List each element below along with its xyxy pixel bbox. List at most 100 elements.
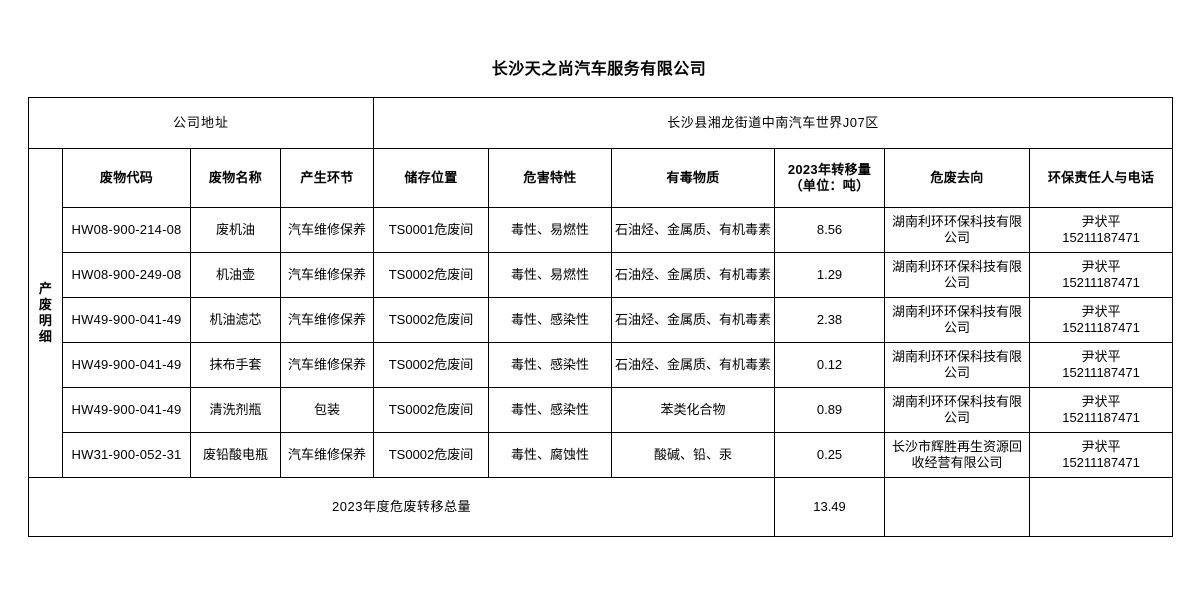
person-phone: 15211187471 [1062,320,1140,335]
cell-waste-code: HW49-900-041-49 [62,342,191,388]
person-name: 尹状平 [1081,394,1121,409]
total-amount: 13.49 [774,477,886,537]
column-header-destination: 危废去向 [884,148,1031,208]
column-header-waste-code: 废物代码 [62,148,191,208]
transfer-amount-title: 2023年转移量 [787,162,872,177]
cell-storage-location: TS0002危废间 [373,297,490,343]
hazardous-waste-table-container: 公司地址 长沙县湘龙街道中南汽车世界J07区 产 废 明 细 废物代码 废物名称 [27,97,1174,537]
cell-responsible-person: 尹状平 15211187471 [1029,297,1174,343]
cell-storage-location: TS0002危废间 [373,432,490,478]
cell-generation-stage: 汽车维修保养 [279,207,375,253]
section-label-char-2: 废 [38,297,53,312]
cell-hazard-property: 毒性、腐蚀性 [488,432,613,478]
company-address-value: 长沙县湘龙街道中南汽车世界J07区 [373,97,1174,149]
column-header-transfer-amount: 2023年转移量 （单位：吨） [774,148,886,208]
cell-toxic-substance: 石油烃、金属质、有机毒素 [611,342,776,388]
cell-waste-name: 机油滤芯 [190,297,281,343]
column-header-toxic-substance: 有毒物质 [611,148,776,208]
cell-storage-location: TS0002危废间 [373,252,490,298]
cell-storage-location: TS0002危废间 [373,387,490,433]
column-header-waste-name: 废物名称 [190,148,281,208]
cell-responsible-person: 尹状平 15211187471 [1029,387,1174,433]
cell-storage-location: TS0002危废间 [373,342,490,388]
person-name: 尹状平 [1081,259,1121,274]
column-header-storage-location: 储存位置 [373,148,490,208]
cell-responsible-person: 尹状平 15211187471 [1029,342,1174,388]
hazardous-waste-table: 公司地址 长沙县湘龙街道中南汽车世界J07区 产 废 明 细 废物代码 废物名称 [27,97,1174,537]
person-name: 尹状平 [1081,214,1121,229]
cell-waste-name: 清洗剂瓶 [190,387,281,433]
page-title: 长沙天之尚汽车服务有限公司 [491,61,707,78]
cell-destination: 湖南利环环保科技有限公司 [884,297,1031,343]
cell-destination: 湖南利环环保科技有限公司 [884,387,1031,433]
cell-waste-name: 废铅酸电瓶 [190,432,281,478]
cell-transfer-amount: 0.89 [774,387,886,433]
cell-responsible-person: 尹状平 15211187471 [1029,432,1174,478]
cell-waste-code: HW08-900-249-08 [62,252,191,298]
total-label: 2023年度危废转移总量 [27,477,776,537]
total-row: 2023年度危废转移总量 13.49 [27,477,1174,537]
company-address-label: 公司地址 [27,97,375,149]
cell-responsible-person: 尹状平 15211187471 [1029,207,1174,253]
cell-responsible-person: 尹状平 15211187471 [1029,252,1174,298]
table-row: HW08-900-214-08 废机油 汽车维修保养 TS0001危废间 毒性、… [29,207,1174,253]
person-phone: 15211187471 [1062,230,1140,245]
cell-toxic-substance: 石油烃、金属质、有机毒素 [611,207,776,253]
cell-toxic-substance: 苯类化合物 [611,387,776,433]
cell-generation-stage: 包装 [279,387,375,433]
cell-toxic-substance: 石油烃、金属质、有机毒素 [611,252,776,298]
person-name: 尹状平 [1081,349,1121,364]
cell-waste-name: 废机油 [190,207,281,253]
table-row: HW49-900-041-49 机油滤芯 汽车维修保养 TS0002危废间 毒性… [29,297,1174,343]
person-phone: 15211187471 [1062,410,1140,425]
column-header-hazard-property: 危害特性 [488,148,613,208]
cell-hazard-property: 毒性、易燃性 [488,252,613,298]
cell-generation-stage: 汽车维修保养 [279,342,375,388]
cell-transfer-amount: 8.56 [774,207,886,253]
section-label-char-3: 明 [38,313,53,328]
cell-transfer-amount: 1.29 [774,252,886,298]
cell-transfer-amount: 2.38 [774,297,886,343]
column-header-generation-stage: 产生环节 [279,148,375,208]
cell-destination: 长沙市辉胜再生资源回收经营有限公司 [884,432,1031,478]
cell-generation-stage: 汽车维修保养 [279,432,375,478]
person-phone: 15211187471 [1062,365,1140,380]
cell-waste-name: 机油壶 [190,252,281,298]
cell-hazard-property: 毒性、易燃性 [488,207,613,253]
table-row: HW49-900-041-49 清洗剂瓶 包装 TS0002危废间 毒性、感染性… [29,387,1174,433]
total-destination-empty [884,477,1031,537]
cell-transfer-amount: 0.25 [774,432,886,478]
table-row: HW49-900-041-49 抹布手套 汽车维修保养 TS0002危废间 毒性… [29,342,1174,388]
cell-transfer-amount: 0.12 [774,342,886,388]
cell-storage-location: TS0001危废间 [373,207,490,253]
section-label-char-4: 细 [38,329,53,344]
person-name: 尹状平 [1081,304,1121,319]
section-label-produced-waste-detail: 产 废 明 细 [28,148,63,478]
column-header-responsible-person: 环保责任人与电话 [1029,148,1174,208]
cell-toxic-substance: 酸碱、铅、汞 [611,432,776,478]
person-phone: 15211187471 [1062,455,1140,470]
cell-waste-name: 抹布手套 [190,342,281,388]
table-header-row: 产 废 明 细 废物代码 废物名称 产生环节 储存位置 危害特性 有毒物质 20… [28,148,1174,478]
cell-hazard-property: 毒性、感染性 [488,387,613,433]
transfer-amount-unit: （单位：吨） [789,178,870,193]
total-person-empty [1029,477,1174,537]
person-name: 尹状平 [1081,439,1121,454]
person-phone: 15211187471 [1062,275,1140,290]
cell-waste-code: HW08-900-214-08 [62,207,191,253]
cell-hazard-property: 毒性、感染性 [488,297,613,343]
section-label-char-1: 产 [38,281,53,296]
cell-destination: 湖南利环环保科技有限公司 [884,342,1031,388]
cell-waste-code: HW49-900-041-49 [62,297,191,343]
cell-destination: 湖南利环环保科技有限公司 [884,207,1031,253]
cell-waste-code: HW31-900-052-31 [62,432,191,478]
table-row: HW08-900-249-08 机油壶 汽车维修保养 TS0002危废间 毒性、… [29,252,1174,298]
cell-hazard-property: 毒性、感染性 [488,342,613,388]
cell-waste-code: HW49-900-041-49 [62,387,191,433]
cell-toxic-substance: 石油烃、金属质、有机毒素 [611,297,776,343]
address-row: 公司地址 长沙县湘龙街道中南汽车世界J07区 [27,97,1174,149]
cell-destination: 湖南利环环保科技有限公司 [884,252,1031,298]
table-body: 公司地址 长沙县湘龙街道中南汽车世界J07区 产 废 明 细 废物代码 废物名称 [27,97,1174,537]
section-label-chars: 产 废 明 细 [32,281,59,345]
